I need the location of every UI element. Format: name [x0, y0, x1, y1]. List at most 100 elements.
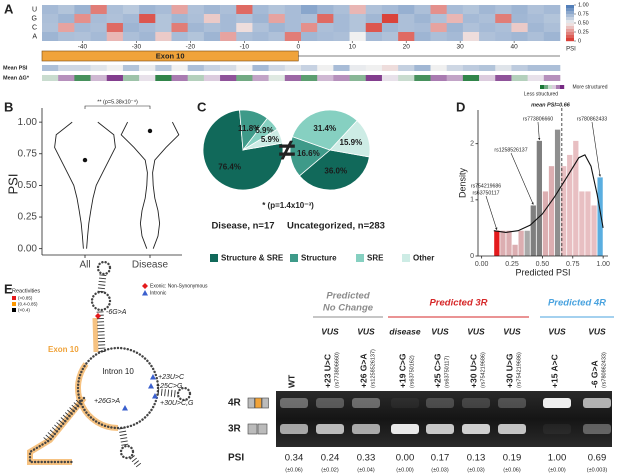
lane-rs: (rs1258526137) [370, 349, 376, 388]
legend-label: (<0.4) [18, 307, 30, 312]
heat-cell [511, 32, 528, 41]
y-tick-label: 1.00 [18, 117, 38, 128]
heat-cell [381, 5, 399, 14]
band-4r [462, 398, 490, 408]
strip-cell [187, 75, 205, 81]
psi-error: (±0.03) [431, 467, 449, 473]
heat-cell [495, 23, 512, 32]
heat-cell [462, 23, 480, 32]
strip-cell [139, 75, 156, 81]
band-4r [352, 398, 380, 408]
band-4r [583, 398, 611, 408]
strip-cell [446, 65, 464, 71]
annotation-label: rs780862433 [577, 116, 607, 122]
psi-error: (±0.04) [357, 467, 375, 473]
variant-marker [95, 313, 101, 319]
x-tick-label: All [79, 260, 90, 271]
pie-annotation: * (p=1.4x10⁻³) [262, 201, 314, 210]
row-label: U [32, 6, 37, 13]
y-axis-label: PSI [5, 174, 20, 195]
strip-cell [333, 75, 350, 81]
heat-cell [139, 23, 156, 32]
legend-swatch [544, 85, 549, 89]
strip-cell [430, 75, 447, 81]
strip-label: Mean PSI [3, 65, 28, 71]
legend-label: More structured [572, 84, 607, 90]
strip-cell [511, 65, 528, 71]
hist-bar [597, 177, 603, 256]
lane-mutation: +19 C>G [397, 353, 407, 388]
panel-letter: C [197, 99, 207, 114]
heat-cell [365, 32, 383, 41]
intron-label: Intron 10 [102, 367, 134, 376]
colorbar-cell [566, 23, 574, 27]
panel-letter: D [456, 99, 465, 114]
heat-cell [446, 5, 464, 14]
strip-cell [203, 65, 221, 71]
strip-cell [527, 65, 545, 71]
heat-cell [252, 32, 269, 41]
annotation-arrow [591, 121, 601, 177]
strip-cell [74, 65, 91, 71]
heat-cell [74, 32, 91, 41]
strip-cell [349, 75, 367, 81]
heat-cell [301, 14, 318, 23]
y-tick-label: 0.25 [18, 212, 38, 223]
hist-bar [591, 205, 597, 256]
lane-rs: (rs780862433) [601, 352, 607, 388]
y-tick-label: 0.75 [18, 148, 38, 159]
lane-class: VUS [321, 326, 339, 336]
psi-value: 0.34 [285, 453, 304, 464]
exon-icon [261, 397, 269, 409]
heat-cell [139, 14, 156, 23]
violin-outline [152, 121, 180, 249]
heat-cell [495, 14, 512, 23]
annotation-arrow [510, 152, 534, 205]
strip-cell [333, 65, 350, 71]
heat-cell [155, 14, 172, 23]
pie-label: 11.8% [238, 124, 260, 133]
legend-label: Other [413, 254, 434, 263]
heat-cell [268, 23, 286, 32]
strip-cell [543, 65, 561, 71]
pie-slice [298, 149, 370, 191]
heat-cell [365, 23, 383, 32]
heat-cell [268, 14, 286, 23]
heat-cell [495, 5, 512, 14]
heat-cell [333, 5, 350, 14]
x-tick-label: 10 [349, 44, 357, 51]
heat-cell [90, 5, 108, 14]
heat-cell [171, 23, 188, 32]
heat-cell [495, 32, 512, 41]
heat-cell [381, 23, 399, 32]
legend-swatch [12, 296, 16, 300]
legend-swatch [210, 254, 218, 262]
y-tick-label: 0.00 [18, 243, 38, 254]
band-3r [316, 424, 344, 434]
strip-cell [122, 65, 140, 71]
lane-class: VUS [503, 326, 521, 336]
colorbar-label: 0 [578, 38, 581, 44]
heat-cell [479, 5, 496, 14]
strip-cell [301, 65, 318, 71]
hist-bar [536, 140, 542, 256]
lane-class: disease [389, 326, 420, 336]
significance-bracket [84, 105, 151, 109]
x-axis-label: Predicted PSI [515, 267, 570, 277]
colorbar-cell [566, 20, 574, 24]
heat-cell [203, 5, 221, 14]
colorbar-cell [566, 26, 574, 30]
heat-cell [398, 23, 415, 32]
heat-cell [252, 14, 269, 23]
psi-error: (±0.06) [285, 467, 303, 473]
band-3r [543, 424, 571, 434]
variant-marker [142, 283, 148, 289]
heat-cell [511, 23, 528, 32]
colorbar-cell [566, 38, 574, 42]
heat-cell [203, 23, 221, 32]
strip-cell [268, 75, 286, 81]
lane-rs: (rs754219686) [516, 352, 522, 388]
colorbar-title: PSI [566, 47, 576, 53]
heat-cell [106, 32, 124, 41]
